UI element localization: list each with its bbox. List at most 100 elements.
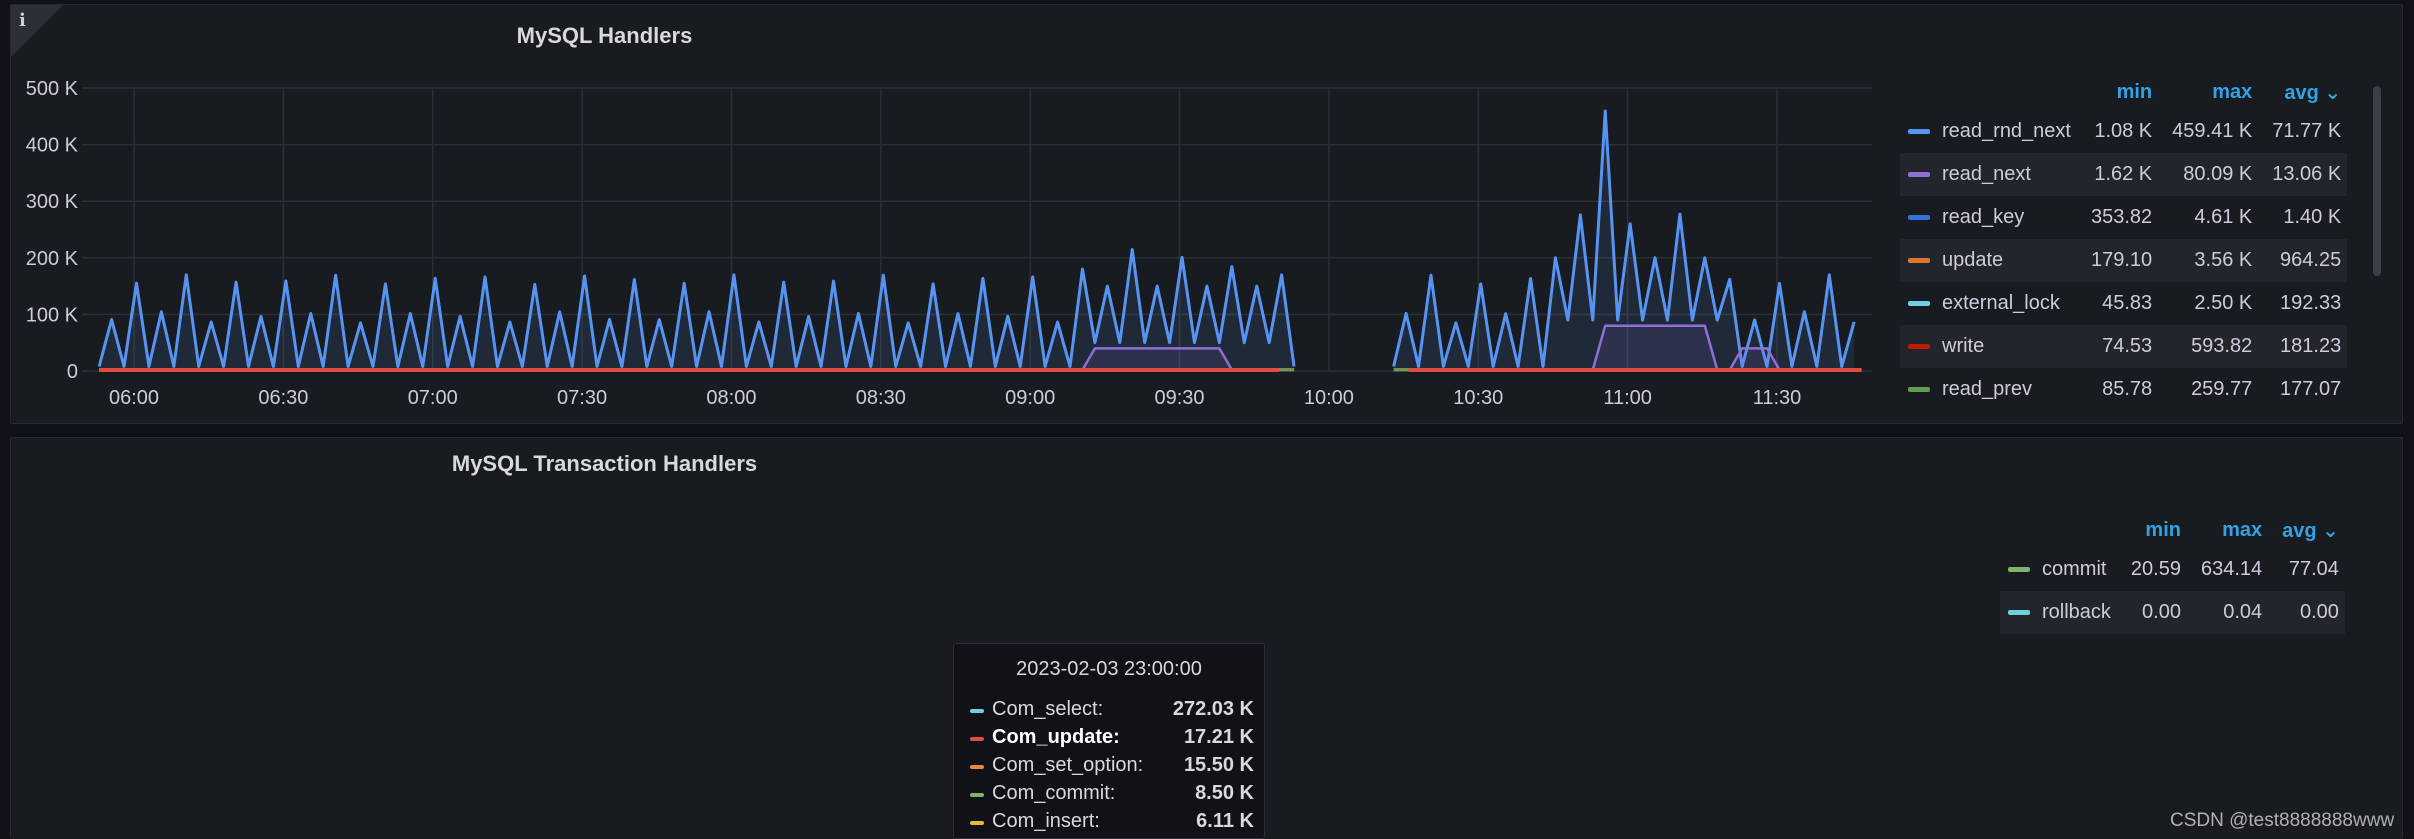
x-tick-label: 10:30 — [1453, 387, 1503, 409]
legend-swatch-cell[interactable] — [1900, 282, 1938, 325]
panel-mysql-transaction-handlers[interactable]: MySQL Transaction Handlers — [10, 437, 2403, 839]
legend-header-avg[interactable]: avg ⌄ — [2282, 519, 2339, 542]
legend-min: 1.08 K — [2094, 120, 2153, 142]
legend-avg: 0.00 — [2268, 591, 2345, 634]
legend-row[interactable]: read_prev 85.78 259.77 177.07 — [1900, 368, 2347, 411]
legend-avg: 13.06 K — [2258, 153, 2348, 196]
tooltip-series-name: Com_commit: — [992, 782, 1116, 804]
legend-swatch-cell[interactable] — [2000, 548, 2038, 591]
legend-header-max[interactable]: max — [2212, 80, 2253, 103]
series-area-read_next — [99, 325, 1855, 371]
legend-name[interactable]: commit — [2042, 558, 2107, 580]
legend-max: 4.61 K — [2194, 206, 2253, 228]
tooltip-series-name: Com_select: — [992, 698, 1104, 720]
legend-header-blank — [2000, 512, 2038, 548]
legend-name[interactable]: external_lock — [1942, 292, 2060, 314]
legend-max: 2.50 K — [2194, 292, 2253, 314]
legend-header-min[interactable]: min — [2116, 80, 2153, 103]
x-tick-label: 09:30 — [1155, 387, 1205, 409]
legend-table-body: min max avg ⌄ commit 20.59 634.14 77.04 rollbac… — [2000, 512, 2345, 634]
legend-table: min max avg ⌄ commit 20.59 634.14 77.04 rollbac… — [2000, 512, 2380, 634]
legend-swatch[interactable] — [1908, 215, 1930, 221]
legend-row[interactable]: read_key 353.82 4.61 K 1.40 K — [1900, 196, 2347, 239]
legend-row[interactable]: write 74.53 593.82 181.23 — [1900, 325, 2348, 368]
legend-name[interactable]: read_next — [1938, 153, 2077, 196]
tooltip-series-name: Com_set_option: — [992, 754, 1144, 776]
tooltip-swatch — [970, 793, 984, 797]
y-tick-label: 100 K — [26, 304, 79, 326]
legend-name[interactable]: read_key — [1942, 206, 2025, 228]
legend-swatch[interactable] — [1908, 301, 1930, 307]
legend-swatch-cell[interactable] — [2000, 591, 2038, 634]
legend-swatch[interactable] — [1908, 387, 1930, 393]
x-tick-label: 09:00 — [1005, 387, 1055, 409]
y-tick-label: 400 K — [26, 135, 79, 157]
legend-row[interactable]: rollback 0.00 0.04 0.00 — [2000, 591, 2345, 634]
legend-swatch[interactable] — [1908, 172, 1930, 178]
legend-min: 85.78 — [2102, 378, 2153, 400]
legend-scrollbar[interactable] — [2373, 86, 2381, 276]
legend-swatch-cell[interactable] — [1900, 239, 1938, 282]
legend-row[interactable]: commit 20.59 634.14 77.04 — [2000, 548, 2345, 591]
legend-header-min[interactable]: min — [2145, 518, 2181, 541]
legend-name[interactable]: rollback — [2038, 591, 2117, 634]
legend-min: 0.00 — [2116, 591, 2187, 634]
legend-name[interactable]: update — [1938, 239, 2077, 282]
legend-swatch-cell[interactable] — [1900, 153, 1938, 196]
x-tick-label: 06:30 — [258, 387, 308, 409]
panel-title: MySQL Handlers — [516, 23, 693, 48]
legend-max: 593.82 — [2158, 325, 2259, 368]
legend-min: 1.62 K — [2076, 153, 2159, 196]
tooltip-value: 15.50 K — [1183, 754, 1254, 776]
legend-min: 179.10 — [2076, 239, 2159, 282]
info-corner[interactable] — [11, 5, 63, 57]
legend-swatch-cell[interactable] — [1900, 110, 1938, 153]
legend-avg: 192.33 — [2280, 292, 2342, 314]
legend-header-blank — [1938, 74, 2077, 110]
series-line-read_rnd_next — [97, 109, 1856, 368]
tooltip-swatch — [970, 765, 984, 769]
legend-max: 0.04 — [2186, 591, 2269, 634]
legend-swatch[interactable] — [1908, 258, 1930, 264]
x-tick-label: 08:30 — [856, 387, 906, 409]
legend-avg: 964.25 — [2258, 239, 2348, 282]
legend-name[interactable]: write — [1938, 325, 2077, 368]
legend-avg: 71.77 K — [2272, 120, 2342, 142]
legend-avg: 181.23 — [2258, 325, 2348, 368]
legend-swatch-cell[interactable] — [1900, 196, 1938, 239]
x-tick-label: 07:30 — [557, 387, 607, 409]
tooltip-row: Com_update: 17.21 K — [970, 726, 1254, 754]
legend-min: 74.53 — [2076, 325, 2159, 368]
legend-header-max[interactable]: max — [2222, 518, 2263, 541]
tooltip-value: 8.50 K — [1195, 782, 1254, 804]
legend-row[interactable]: external_lock 45.83 2.50 K 192.33 — [1900, 282, 2347, 325]
tooltip-swatch — [970, 737, 984, 741]
legend-name[interactable]: read_prev — [1942, 378, 2033, 400]
legend-swatch[interactable] — [1908, 129, 1930, 135]
tooltip-row: Com_set_option: 15.50 K — [970, 754, 1254, 782]
legend-row[interactable]: read_rnd_next 1.08 K 459.41 K 71.77 K — [1900, 110, 2347, 153]
info-icon[interactable]: i — [19, 10, 26, 31]
y-tick-label: 200 K — [26, 248, 79, 270]
legend-avg: 1.40 K — [2283, 206, 2342, 228]
legend-row[interactable]: update 179.10 3.56 K 964.25 — [1900, 239, 2348, 282]
legend-max: 3.56 K — [2158, 239, 2259, 282]
legend-swatch[interactable] — [2008, 567, 2030, 573]
legend-swatch[interactable] — [1908, 344, 1930, 350]
legend-swatch-cell[interactable] — [1900, 325, 1938, 368]
tooltip-value: 17.21 K — [1183, 726, 1254, 748]
legend-header-blank — [2038, 512, 2117, 548]
legend-avg: 77.04 — [2288, 558, 2339, 580]
tooltip-value: 272.03 K — [1172, 698, 1254, 720]
tooltip-series-name: Com_update: — [992, 726, 1120, 748]
legend-row[interactable]: read_next 1.62 K 80.09 K 13.06 K — [1900, 153, 2348, 196]
legend-name[interactable]: read_rnd_next — [1942, 120, 2071, 142]
legend-header-blank — [1900, 74, 1938, 110]
tooltip-swatch — [970, 709, 984, 713]
legend-header-avg[interactable]: avg ⌄ — [2284, 81, 2342, 104]
legend-swatch[interactable] — [2008, 610, 2030, 616]
x-tick-label: 06:00 — [109, 387, 159, 409]
x-tick-label: 08:00 — [706, 387, 756, 409]
legend-swatch-cell[interactable] — [1900, 368, 1938, 411]
